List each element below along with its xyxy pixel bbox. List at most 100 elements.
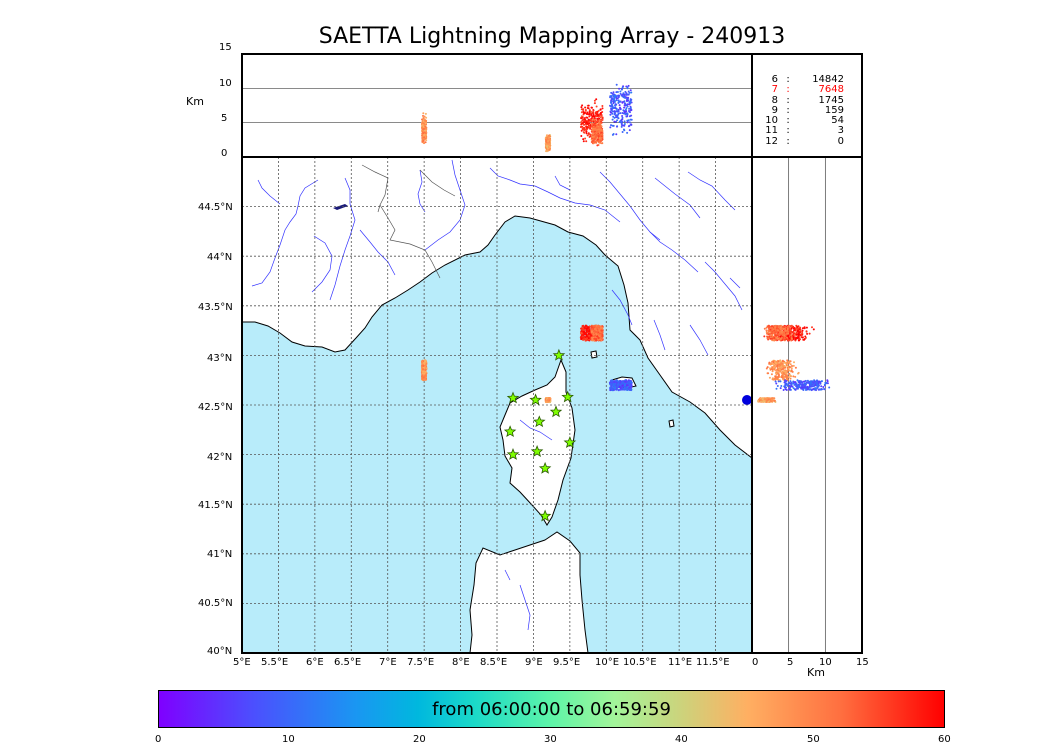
source-count: 3 <box>837 125 844 137</box>
altitude-source <box>593 123 596 126</box>
side-source <box>776 385 779 387</box>
side-source <box>791 370 794 373</box>
side-source <box>774 333 777 336</box>
lat-tick: 42°N <box>207 452 233 463</box>
side-source <box>786 374 789 377</box>
lightning-source <box>598 329 601 332</box>
side-source <box>770 330 773 333</box>
altitude-source <box>595 98 598 101</box>
altitude-source <box>597 109 600 112</box>
altitude-source <box>600 140 602 142</box>
altitude-source <box>585 128 588 131</box>
side-source <box>779 332 782 335</box>
lightning-source <box>425 363 428 366</box>
side-source <box>776 376 779 379</box>
side-source <box>780 368 783 371</box>
side-xtick: 10 <box>819 657 832 668</box>
chart-title: SAETTA Lightning Mapping Array - 240913 <box>318 24 786 49</box>
altitude-source <box>615 133 618 136</box>
altitude-source <box>626 119 629 122</box>
source-count: 14842 <box>812 74 844 85</box>
station-star <box>506 447 520 460</box>
lightning-source <box>625 381 628 384</box>
altitude-source <box>421 126 424 129</box>
altitude-source <box>580 117 583 120</box>
side-source <box>765 331 768 334</box>
side-source <box>776 336 778 339</box>
side-source <box>794 366 797 369</box>
lon-tick: 11.5°E <box>696 657 730 668</box>
altitude-source <box>624 108 627 111</box>
altitude-source <box>422 132 425 135</box>
station-star <box>538 509 552 522</box>
altitude-source <box>595 141 598 144</box>
separator: : <box>786 94 790 106</box>
altitude-source <box>595 137 598 140</box>
lightning-source <box>585 329 588 332</box>
altitude-source <box>595 105 598 108</box>
side-source <box>765 398 768 401</box>
lightning-source <box>614 385 617 388</box>
side-source <box>802 384 805 387</box>
altitude-source <box>601 132 604 135</box>
side-source <box>770 328 773 331</box>
side-source <box>802 380 805 383</box>
side-source <box>801 383 804 386</box>
side-source <box>788 384 791 387</box>
altitude-source <box>596 124 599 127</box>
altitude-source <box>587 107 590 110</box>
altitude-source <box>582 110 585 113</box>
altitude-ytick: 5 <box>221 113 228 124</box>
altitude-source <box>600 125 603 128</box>
altitude-source <box>423 136 426 139</box>
altitude-source <box>600 116 603 119</box>
side-source <box>789 329 792 332</box>
altitude-source <box>611 112 614 115</box>
altitude-source <box>590 138 593 141</box>
giglio <box>668 419 675 428</box>
side-source <box>787 332 790 335</box>
side-source <box>771 370 774 373</box>
altitude-source <box>610 111 612 114</box>
altitude-source <box>594 135 597 138</box>
station-number: 12 <box>765 135 778 147</box>
side-source <box>770 373 773 376</box>
side-source <box>786 327 789 330</box>
lightning-source <box>621 388 624 391</box>
side-source <box>789 363 792 366</box>
lightning-source <box>586 327 589 330</box>
station-number: 9 <box>771 104 778 116</box>
altitude-source <box>581 104 584 107</box>
altitude-source <box>421 137 424 140</box>
separator: : <box>786 115 790 127</box>
map-sources <box>420 324 633 404</box>
lat-tick: 42.5°N <box>198 402 233 413</box>
station-number: 8 <box>771 94 778 106</box>
side-source <box>823 388 825 390</box>
side-source <box>788 324 790 327</box>
side-source <box>757 399 760 402</box>
altitude-source <box>591 135 594 138</box>
altitude-source <box>621 86 624 89</box>
altitude-source <box>588 115 591 118</box>
side-source <box>792 338 795 340</box>
lightning-source <box>594 324 597 327</box>
side-source <box>768 336 771 339</box>
altitude-source <box>623 96 626 99</box>
altitude-source <box>588 109 591 112</box>
altitude-source <box>424 129 427 132</box>
altitude-source <box>619 112 622 115</box>
altitude-source <box>585 116 588 119</box>
side-source <box>772 378 775 381</box>
altitude-source <box>623 129 626 132</box>
side-source <box>808 332 811 335</box>
altitude-source <box>613 110 616 113</box>
altitude-source <box>626 112 629 115</box>
altitude-source <box>589 135 592 138</box>
lightning-source <box>596 335 599 338</box>
lightning-source <box>617 389 620 392</box>
altitude-source <box>584 106 587 109</box>
altitude-source <box>625 99 628 102</box>
side-source <box>786 369 789 372</box>
side-source <box>823 383 826 386</box>
